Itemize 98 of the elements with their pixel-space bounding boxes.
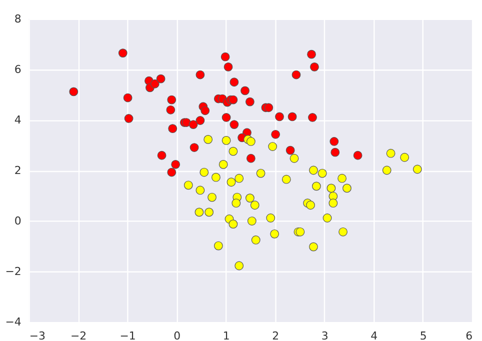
point [353, 150, 362, 160]
y-tick-label: 8 [14, 12, 22, 26]
point [275, 112, 284, 122]
point [232, 198, 241, 208]
point [228, 220, 238, 229]
point [250, 200, 260, 210]
point [240, 86, 250, 96]
point [246, 154, 256, 163]
point [322, 214, 332, 222]
point [157, 150, 166, 160]
point [330, 148, 340, 157]
point [386, 148, 396, 158]
x-tick-label: 3 [321, 329, 328, 341]
y-tick-label: 6 [14, 62, 22, 76]
point [338, 174, 346, 183]
point [156, 74, 166, 84]
point [230, 120, 239, 129]
point [171, 160, 180, 169]
point [306, 200, 315, 210]
point [224, 62, 233, 72]
point [251, 236, 260, 244]
point [190, 143, 199, 152]
point [200, 168, 209, 177]
point [266, 214, 276, 222]
point [208, 192, 216, 202]
point [400, 152, 410, 162]
point [166, 105, 176, 114]
y-tick-label: 0 [14, 214, 22, 228]
x-tick-label: 1 [222, 329, 230, 341]
y-tick-label: −2 [5, 265, 22, 278]
point [282, 174, 291, 184]
point [245, 97, 254, 106]
point [226, 178, 236, 187]
point [167, 95, 176, 104]
point [214, 241, 223, 250]
point [288, 112, 297, 122]
point [286, 146, 295, 155]
point [268, 142, 278, 151]
point [338, 227, 348, 236]
point [204, 134, 213, 144]
point [290, 154, 299, 163]
point [69, 87, 78, 96]
point [318, 168, 327, 178]
point [234, 261, 244, 270]
y-tick-label: 2 [14, 164, 22, 177]
x-tick-label: 0 [174, 329, 181, 341]
x-tick-label: 2 [272, 329, 280, 341]
x-tick-label: 4 [370, 329, 378, 341]
point [292, 70, 301, 80]
point [196, 70, 205, 80]
point [246, 137, 256, 146]
x-tick-label: 6 [466, 329, 473, 341]
y-tick-label: 4 [14, 113, 22, 126]
point [342, 184, 352, 193]
point [200, 106, 210, 116]
x-tick-label: −3 [29, 329, 46, 341]
point [184, 180, 193, 190]
point [271, 130, 280, 139]
point [218, 160, 228, 169]
point [222, 113, 231, 122]
point [196, 116, 205, 125]
y-tick-label: −4 [5, 316, 22, 329]
point [312, 182, 321, 191]
point [123, 93, 132, 102]
point [150, 79, 160, 88]
point [124, 114, 134, 123]
point [256, 168, 266, 178]
point [222, 136, 231, 145]
point [326, 184, 336, 193]
point [412, 164, 422, 174]
point [118, 48, 128, 58]
point [204, 208, 214, 217]
point [167, 168, 176, 177]
point [196, 186, 205, 195]
point [228, 146, 238, 156]
point [308, 113, 317, 122]
point [307, 50, 316, 59]
point [194, 208, 204, 217]
point [264, 103, 274, 112]
x-tick-label: −2 [70, 329, 87, 341]
x-tick-label: 5 [420, 329, 427, 341]
point [309, 166, 318, 175]
point [230, 78, 239, 87]
point [245, 194, 254, 202]
point [270, 229, 280, 238]
point [220, 52, 230, 62]
point [328, 198, 338, 208]
point [310, 62, 319, 72]
point [247, 216, 256, 226]
point [382, 166, 392, 175]
point [168, 124, 178, 134]
point [188, 120, 198, 129]
point [212, 172, 220, 182]
point [234, 174, 244, 183]
point [309, 242, 318, 252]
point [330, 137, 339, 146]
point [228, 95, 238, 104]
x-tick-label: −1 [120, 329, 136, 341]
